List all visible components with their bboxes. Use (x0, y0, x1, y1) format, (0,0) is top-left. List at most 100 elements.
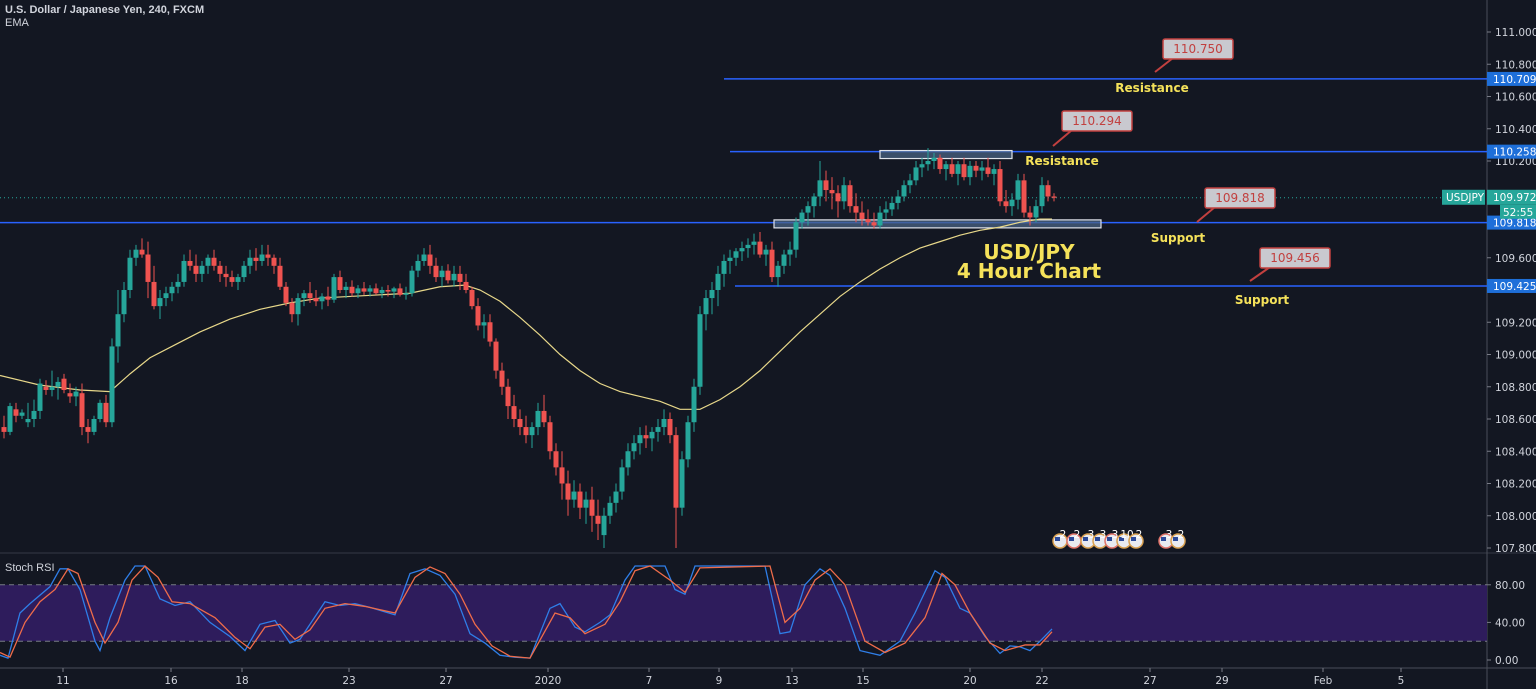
economic-event-flag-icon[interactable]: 2 (1052, 529, 1068, 549)
candle-up (109, 346, 115, 423)
time-axis-label: 18 (235, 675, 248, 687)
candle-up (331, 277, 337, 300)
candle-up (31, 410, 37, 419)
price-callout-box (1259, 247, 1331, 269)
candle-down (673, 435, 679, 508)
price-axis-label: 109.000 (1495, 350, 1536, 362)
resistance-label: Resistance (1115, 81, 1188, 95)
candle-down (847, 185, 853, 207)
event-count: 2 (1060, 529, 1067, 541)
candle-up (163, 293, 169, 299)
candle-up (661, 419, 667, 428)
economic-event-flag-icon[interactable]: 3 (1158, 529, 1174, 549)
candle-down (553, 451, 559, 468)
candle-down (277, 265, 283, 287)
candle-up (1033, 206, 1039, 218)
chart-annotation-title-line2: 4 Hour Chart (957, 259, 1102, 283)
candle-up (343, 286, 349, 290)
event-count: 3 (1088, 529, 1095, 541)
ema-line (0, 218, 1052, 410)
candle-down (475, 306, 481, 326)
candle-up (415, 260, 421, 271)
candle-down (313, 298, 319, 302)
candle-down (595, 515, 601, 524)
price-callout-value: 110.294 (1072, 114, 1122, 128)
economic-event-flag-icon[interactable]: 2 (1066, 529, 1082, 549)
candle-up (157, 298, 163, 307)
candle-down (1003, 201, 1009, 207)
candle-up (955, 164, 961, 174)
candle-down (337, 277, 343, 290)
event-count: 2 (1178, 529, 1185, 541)
candle-up (37, 383, 43, 411)
candle-up (199, 265, 205, 274)
price-callout-value: 110.750 (1173, 42, 1223, 56)
candle-up (631, 443, 637, 452)
candle-down (67, 393, 73, 397)
level-price-tag-text: 109.818 (1493, 218, 1536, 230)
candle-up (775, 265, 781, 278)
candle-up (367, 288, 373, 292)
time-axis-label: 16 (164, 675, 178, 687)
candle-up (133, 249, 139, 258)
time-axis-label: 22 (1035, 675, 1048, 687)
candle-up (811, 196, 817, 207)
time-axis-label: 7 (646, 675, 653, 687)
candle-down (325, 296, 331, 300)
candle-down (349, 286, 355, 294)
candle-up (691, 386, 697, 423)
event-count: 2 (1136, 529, 1143, 541)
candle-down (985, 167, 991, 174)
candle-up (931, 157, 937, 161)
candle-up (535, 410, 541, 428)
level-price-tag[interactable] (1487, 215, 1536, 230)
candle-up (379, 290, 385, 294)
event-count: 3 (1166, 529, 1173, 541)
price-callout-value: 109.818 (1215, 191, 1265, 205)
candle-up (7, 406, 13, 432)
candle-up (877, 212, 883, 226)
candle-down (523, 427, 529, 436)
level-price-tag[interactable] (1487, 278, 1536, 293)
candle-up (733, 251, 739, 258)
candle-down (643, 435, 649, 439)
candle-up (55, 381, 61, 387)
candle-down (961, 164, 967, 178)
candle-up (403, 293, 409, 295)
candle-down (769, 249, 775, 278)
level-price-tag[interactable] (1487, 71, 1536, 86)
candle-up (295, 298, 301, 315)
candle-up (925, 161, 931, 165)
candle-down (997, 169, 1003, 202)
level-price-tag[interactable] (1487, 144, 1536, 159)
price-axis-label: 108.000 (1495, 511, 1536, 523)
symbol-badge[interactable] (1442, 189, 1485, 205)
candle-down (43, 386, 49, 390)
support-label: Support (1151, 231, 1206, 245)
zone-rectangle-1[interactable] (879, 149, 1013, 160)
candle-up (787, 249, 793, 255)
candle-up (685, 422, 691, 460)
candle-down (445, 270, 451, 281)
economic-event-flag-icon[interactable]: 2 (1128, 529, 1144, 549)
current-price-tag[interactable] (1487, 189, 1536, 205)
economic-event-flag-icon[interactable]: 2 (1170, 529, 1186, 549)
price-axis-label: 111.000 (1495, 27, 1536, 39)
indicator-ema-label[interactable]: EMA (5, 17, 29, 29)
zone-rectangle-2[interactable] (773, 219, 1102, 229)
candle-down (265, 254, 271, 258)
candle-down (193, 265, 199, 274)
bar-countdown-tag (1500, 204, 1536, 219)
candle-up (889, 202, 895, 210)
level-price-tag-text: 110.258 (1493, 147, 1536, 159)
candle-up (817, 180, 823, 197)
symbol-title[interactable]: U.S. Dollar / Japanese Yen, 240, FXCM (5, 4, 205, 16)
time-axis-label: 27 (1143, 675, 1156, 687)
stoch-rsi-title[interactable]: Stoch RSI (5, 562, 55, 574)
candle-down (853, 206, 859, 213)
price-axis-label: 108.800 (1495, 382, 1536, 394)
candle-down (835, 193, 841, 202)
rsi-axis-label: 40.00 (1495, 617, 1525, 629)
